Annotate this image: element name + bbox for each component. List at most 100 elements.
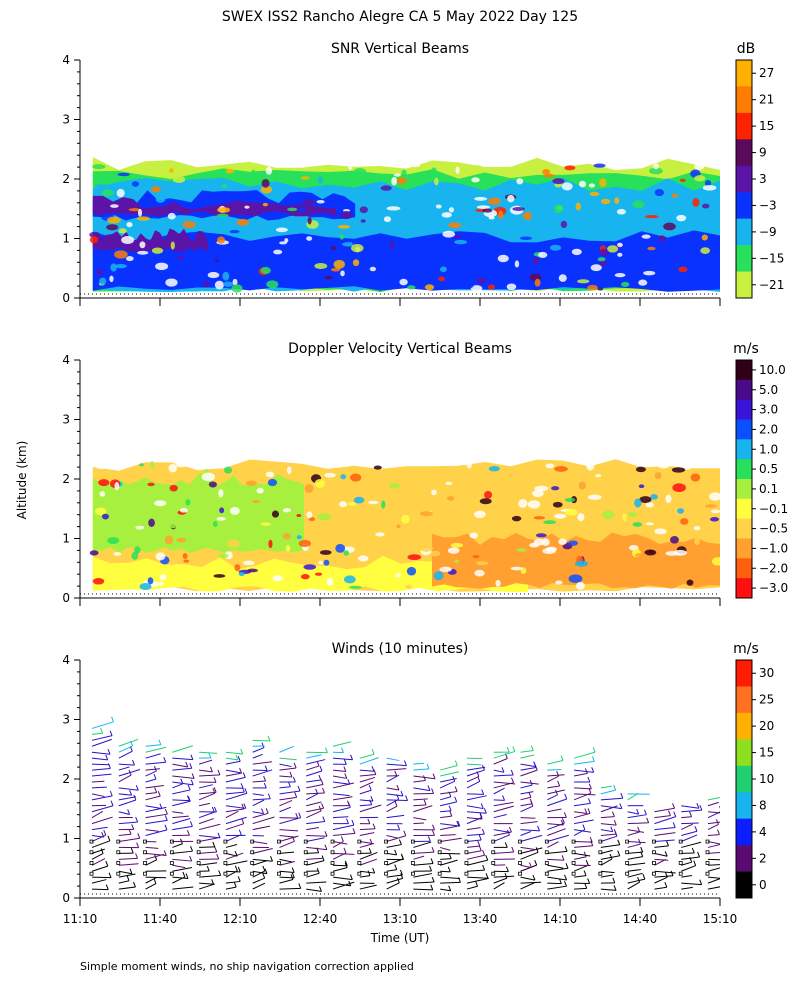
- wind-barb-flag: [324, 844, 328, 850]
- doppler-speckle: [680, 518, 689, 525]
- snr-speckle: [266, 280, 279, 289]
- wind-barb: [306, 807, 324, 813]
- calm-marker: [652, 839, 656, 844]
- snr-speckle: [647, 246, 656, 251]
- wind-barb: [118, 821, 138, 825]
- wind-barb-flag: [399, 869, 403, 876]
- wind-barb: [252, 739, 271, 742]
- wind-barb: [547, 774, 565, 777]
- wind-barb-flag: [564, 846, 568, 852]
- wind-barb: [279, 835, 297, 838]
- snr-unit-label: dB: [737, 41, 756, 57]
- doppler-speckle: [568, 574, 583, 583]
- wind-barb: [199, 751, 218, 754]
- wind-barb: [199, 769, 213, 773]
- y-tick-label: 4: [62, 53, 70, 67]
- wind-barb: [225, 808, 244, 813]
- doppler-speckle: [114, 556, 121, 561]
- doppler-speckle: [532, 489, 544, 498]
- wind-barb-flag: [565, 863, 569, 869]
- snr-speckle: [107, 216, 121, 224]
- wind-barb: [198, 811, 215, 819]
- wind-barb-flag: [340, 836, 344, 842]
- wind-barb-flag: [322, 787, 325, 794]
- doppler-speckle: [709, 517, 720, 522]
- snr-speckle: [549, 244, 562, 251]
- wind-barb: [198, 883, 214, 890]
- wind-barb-flag: [429, 865, 432, 872]
- snr-speckle: [676, 214, 687, 222]
- wind-barb-flag: [537, 825, 541, 832]
- doppler-speckle: [267, 478, 278, 487]
- wind-barb-flag: [261, 808, 264, 814]
- calm-marker: [571, 871, 576, 876]
- wind-barb: [440, 837, 462, 842]
- calm-marker: [143, 839, 147, 844]
- calm-marker: [571, 850, 576, 855]
- wind-barb-flag: [346, 818, 349, 824]
- snr-speckle: [593, 163, 606, 168]
- colorbar-label: 0: [759, 878, 767, 892]
- wind-barb: [172, 781, 194, 786]
- wind-barb: [654, 807, 675, 813]
- snr-speckle: [222, 271, 230, 281]
- wind-barb: [198, 818, 214, 825]
- snr-speckle: [109, 275, 114, 283]
- wind-barb: [574, 769, 594, 773]
- doppler-speckle: [474, 510, 486, 519]
- wind-barb: [332, 741, 352, 747]
- wind-barb: [681, 823, 694, 831]
- wind-barb-flag: [643, 809, 647, 815]
- wind-barb: [252, 811, 264, 815]
- snr-speckle: [700, 247, 711, 254]
- doppler-speckle: [303, 564, 317, 570]
- wind-barb-flag: [457, 820, 461, 827]
- doppler-speckle: [134, 546, 141, 554]
- wind-barb: [413, 798, 428, 801]
- doppler-echo-layer: [92, 555, 529, 592]
- wind-barb: [199, 823, 221, 831]
- snr-speckle: [440, 266, 447, 273]
- wind-barb: [118, 796, 137, 801]
- wind-barb: [145, 852, 167, 856]
- wind-barb: [466, 763, 482, 766]
- wind-barb-flag: [237, 866, 241, 873]
- snr-speckle: [172, 175, 186, 184]
- wind-barb: [359, 832, 375, 837]
- snr-speckle: [212, 252, 227, 261]
- wind-barb: [707, 843, 720, 848]
- wind-barb: [306, 827, 320, 831]
- snr-speckle: [380, 185, 392, 191]
- wind-barb-flag: [585, 859, 589, 866]
- wind-barb-flag: [131, 824, 135, 830]
- snr-speckle: [514, 260, 520, 268]
- winds-barbs: [89, 716, 720, 892]
- x-axis-label: Time (UT): [370, 931, 430, 945]
- wind-barb: [118, 880, 130, 884]
- calm-marker: [384, 850, 389, 855]
- calm-marker: [598, 861, 603, 865]
- x-tick-label: 13:40: [463, 912, 498, 926]
- wind-barb: [359, 851, 378, 860]
- colorbar-swatch: [736, 86, 752, 114]
- wind-barb: [145, 792, 157, 795]
- snr-speckle: [467, 281, 474, 289]
- doppler-speckle: [223, 466, 233, 474]
- wind-barb-flag: [105, 884, 109, 890]
- wind-barb-flag: [432, 824, 436, 831]
- wind-barb-flag: [561, 855, 565, 861]
- doppler-speckle: [495, 579, 501, 587]
- wind-barb: [520, 750, 534, 753]
- wind-barb-flag: [637, 826, 641, 833]
- snr-speckle: [461, 204, 469, 213]
- snr-speckle: [96, 268, 103, 276]
- wind-barb: [225, 791, 245, 795]
- wind-barb: [306, 801, 322, 807]
- doppler-speckle: [265, 471, 275, 478]
- wind-barb: [520, 846, 535, 850]
- wind-barb: [493, 805, 514, 813]
- colorbar-swatch: [736, 818, 752, 846]
- wind-barb: [547, 775, 559, 783]
- wind-barb: [359, 843, 373, 848]
- doppler-speckle: [564, 497, 576, 502]
